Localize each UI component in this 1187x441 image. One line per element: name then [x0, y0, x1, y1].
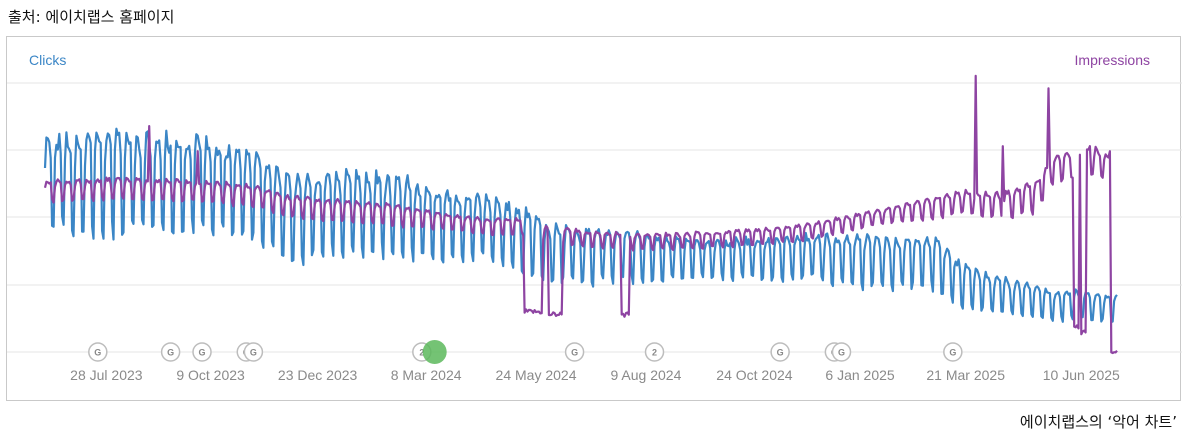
update-marker-label: G — [167, 348, 174, 358]
update-marker — [192, 342, 212, 362]
update-marker-label: G — [838, 348, 845, 358]
x-tick-label: 23 Dec 2023 — [278, 367, 358, 383]
update-marker-label: G — [199, 348, 206, 358]
x-tick-label: 9 Aug 2024 — [611, 367, 682, 383]
update-marker — [943, 342, 963, 362]
update-marker-label: G — [94, 348, 101, 358]
caption-text: 에이치랩스의 ‘악어 차트’ — [1019, 413, 1177, 431]
update-marker — [770, 342, 790, 362]
chart-svg: Clicks Impressions 28 Jul 2023 9 Oct 2023 23… — [7, 52, 1182, 383]
impressions-series-line — [43, 74, 1118, 355]
update-marker-label: 2 — [419, 348, 424, 358]
update-marker — [644, 342, 665, 362]
update-marker-label: G — [777, 348, 784, 358]
update-marker — [160, 342, 181, 362]
chart-panel: Clicks Impressions 28 Jul 2023 9 Oct 2023 23… — [6, 36, 1182, 401]
x-tick-label: 8 Mar 2024 — [391, 367, 462, 383]
x-tick-label: 24 Oct 2024 — [716, 367, 792, 383]
update-marker — [88, 342, 108, 362]
update-marker — [831, 342, 852, 362]
x-tick-label: 28 Jul 2023 — [70, 367, 143, 383]
x-tick-label: 6 Jan 2025 — [825, 367, 894, 383]
clicks-series-line — [43, 127, 1118, 323]
right-axis-title: Impressions — [1075, 52, 1150, 68]
update-marker-highlight — [422, 340, 447, 364]
source-text: 출처: 에이치랩스 홈페이지 — [8, 8, 175, 26]
x-tick-label: 21 Mar 2025 — [926, 367, 1005, 383]
update-marker-label: 2 — [652, 348, 657, 358]
update-marker-label: G — [250, 348, 257, 358]
x-tick-label: 9 Oct 2023 — [176, 367, 245, 383]
update-marker-label: G — [571, 348, 578, 358]
x-tick-label: 24 May 2024 — [496, 367, 577, 383]
update-marker — [243, 342, 264, 362]
x-tick-label: 10 Jun 2025 — [1043, 367, 1120, 383]
left-axis-title: Clicks — [29, 52, 66, 68]
update-marker — [564, 342, 585, 362]
update-marker-label: G — [949, 348, 956, 358]
